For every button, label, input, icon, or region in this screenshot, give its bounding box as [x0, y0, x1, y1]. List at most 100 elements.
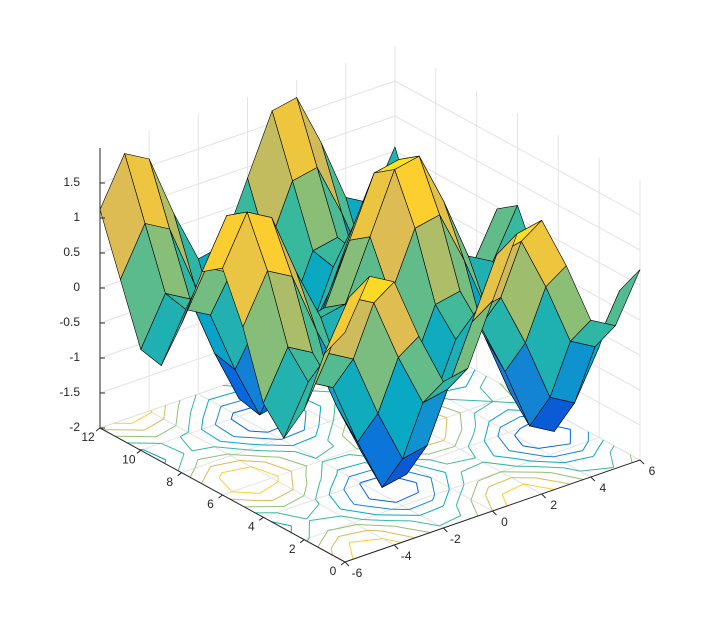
contour — [164, 459, 167, 464]
contour — [279, 456, 307, 467]
contour — [448, 398, 493, 402]
contour — [465, 371, 475, 387]
contour — [497, 427, 501, 437]
contour — [327, 423, 334, 441]
contour — [176, 405, 180, 420]
contour — [315, 445, 335, 459]
z-tick-label: 1 — [73, 210, 80, 224]
contour — [197, 453, 228, 461]
contour — [251, 466, 278, 477]
contour — [202, 409, 207, 419]
contour — [220, 427, 234, 437]
grid-line — [394, 80, 641, 216]
contour — [214, 424, 221, 429]
contour — [194, 459, 199, 469]
contour — [550, 472, 584, 480]
contour — [201, 428, 221, 442]
contour — [131, 411, 152, 424]
contour — [200, 466, 212, 484]
contour — [538, 443, 571, 449]
y-tick-label: 4 — [248, 520, 255, 534]
y-tick — [218, 494, 223, 499]
contour — [419, 505, 444, 516]
contour — [319, 406, 322, 417]
contour — [381, 530, 416, 539]
contour — [227, 453, 234, 456]
contour — [338, 529, 368, 538]
contour — [432, 494, 436, 501]
contour — [214, 406, 222, 425]
contour — [467, 446, 477, 459]
contour — [349, 468, 376, 478]
contour — [210, 460, 240, 468]
x-tick-label: 6 — [649, 464, 656, 478]
contour — [448, 486, 450, 490]
z-tick-label: 0 — [73, 280, 80, 294]
contour — [292, 435, 316, 447]
contour — [317, 531, 328, 548]
contour — [328, 488, 332, 495]
contour — [455, 505, 462, 516]
contour — [319, 478, 322, 483]
y-tick-label: 2 — [289, 542, 296, 556]
contour — [230, 412, 234, 420]
x-tick — [344, 561, 350, 567]
contour — [233, 454, 274, 458]
contour — [205, 399, 210, 410]
contour — [178, 400, 181, 406]
contour — [439, 515, 462, 527]
y-tick — [259, 516, 264, 521]
z-tick-label: -2 — [69, 420, 80, 434]
contour — [271, 521, 292, 527]
contour — [277, 475, 279, 482]
contour — [218, 477, 233, 493]
contour — [327, 528, 334, 531]
contour — [429, 459, 447, 465]
contour — [531, 460, 565, 464]
contour — [359, 482, 361, 485]
y-tick-label: 8 — [166, 475, 173, 489]
x-tick-label: 4 — [599, 481, 606, 495]
contour — [609, 451, 615, 468]
contour — [493, 455, 518, 460]
y-tick — [136, 449, 142, 454]
y-tick — [95, 427, 101, 432]
contour — [479, 375, 487, 388]
contour — [261, 450, 296, 453]
contour — [214, 446, 248, 451]
contour — [332, 420, 335, 424]
contour — [309, 515, 342, 522]
contour — [461, 461, 484, 473]
contour — [488, 477, 512, 488]
contour — [349, 498, 355, 505]
contour — [247, 449, 263, 452]
contour — [300, 429, 305, 432]
x-tick-label: -4 — [401, 549, 412, 563]
contour — [396, 492, 419, 503]
contour — [187, 414, 191, 433]
contour — [535, 477, 561, 483]
contour — [218, 472, 223, 479]
contour — [483, 440, 495, 457]
contour — [415, 464, 446, 474]
contour — [340, 508, 377, 516]
contour — [341, 429, 345, 436]
contour — [320, 461, 323, 480]
contour — [290, 471, 294, 489]
contour — [382, 538, 402, 544]
contour — [333, 402, 336, 421]
contour — [473, 369, 476, 372]
contour — [343, 476, 350, 490]
x-tick — [393, 544, 399, 550]
contour — [330, 548, 334, 556]
contour — [470, 500, 479, 517]
contour — [531, 465, 565, 469]
contour — [507, 409, 520, 411]
contour — [306, 503, 320, 520]
contour — [229, 498, 259, 502]
z-tick-label: -1.5 — [59, 385, 80, 399]
grid-line — [304, 437, 600, 541]
y-tick — [299, 539, 305, 544]
contour — [580, 467, 614, 472]
contour — [249, 430, 269, 433]
